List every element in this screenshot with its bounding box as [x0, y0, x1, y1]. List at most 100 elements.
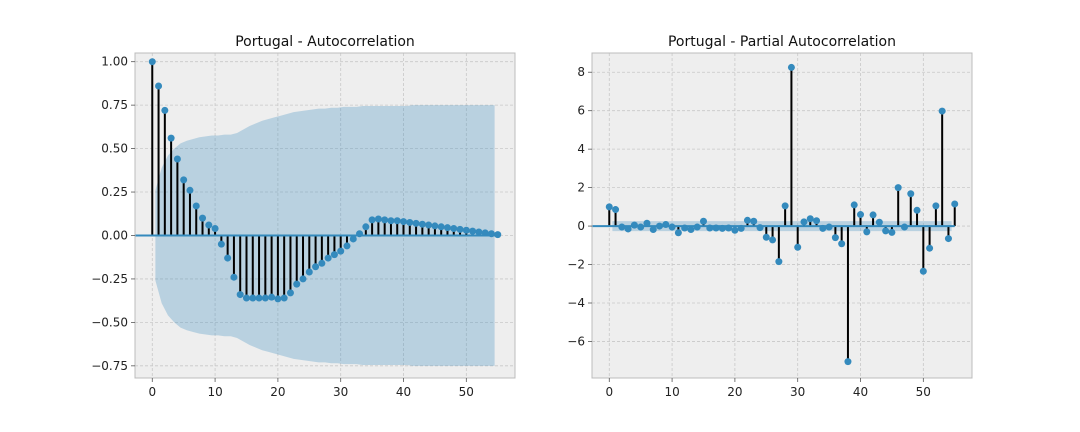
acf-point-lag-2	[161, 106, 169, 114]
pacf-point-lag-39	[850, 201, 858, 209]
acf-point-lag-20	[274, 295, 282, 303]
acf-point-lag-5	[180, 176, 188, 184]
acf-point-lag-14	[236, 291, 244, 299]
pacf-y-tick-label: 8	[577, 65, 585, 79]
pacf-point-lag-43	[875, 218, 883, 226]
pacf-x-tick-label: 40	[853, 385, 868, 399]
pacf-point-lag-8	[656, 222, 664, 230]
acf-point-lag-19	[268, 293, 276, 301]
acf-x-tick-label: 50	[459, 385, 474, 399]
pacf-point-lag-29	[787, 63, 795, 71]
pacf-point-lag-27	[775, 258, 783, 266]
acf-point-lag-4	[173, 155, 181, 163]
pacf-point-lag-34	[819, 224, 827, 232]
pacf-title: Portugal - Partial Autocorrelation	[668, 34, 896, 50]
acf-panel: Portugal - Autocorrelation 0 10 20 30 40 50 −0…	[91, 34, 516, 399]
pacf-point-lag-42	[869, 211, 877, 219]
acf-point-lag-6	[186, 186, 194, 194]
pacf-point-lag-20	[731, 226, 739, 234]
acf-point-lag-32	[349, 235, 357, 243]
acf-y-tick-label: 0.75	[101, 98, 128, 112]
acf-point-lag-52	[475, 228, 483, 236]
acf-y-tick-label: 0.50	[101, 142, 128, 156]
pacf-panel: Portugal - Partial Autocorrelation 0 10 20…	[567, 34, 973, 399]
acf-y-tick-label: 0.25	[101, 185, 128, 199]
pacf-point-lag-31	[800, 218, 808, 226]
pacf-point-lag-38	[844, 358, 852, 366]
pacf-x-tick-label: 0	[605, 385, 613, 399]
pacf-point-lag-28	[781, 202, 789, 210]
pacf-point-lag-37	[838, 240, 846, 248]
pacf-point-lag-55	[951, 200, 959, 208]
acf-point-lag-9	[205, 221, 213, 229]
pacf-point-lag-14	[693, 223, 701, 231]
pacf-y-tick-label: 2	[577, 181, 585, 195]
acf-point-lag-0	[148, 58, 156, 66]
acf-point-lag-40	[400, 218, 408, 226]
acf-title: Portugal - Autocorrelation	[235, 34, 415, 50]
acf-point-lag-11	[217, 240, 225, 248]
acf-point-lag-26	[312, 263, 320, 271]
pacf-point-lag-19	[725, 224, 733, 232]
acf-point-lag-46	[437, 223, 445, 231]
pacf-y-tick-label: −6	[567, 334, 585, 348]
pacf-point-lag-47	[900, 223, 908, 231]
pacf-point-lag-35	[825, 223, 833, 231]
acf-point-lag-43	[418, 220, 426, 228]
acf-plot-area	[135, 53, 515, 378]
acf-point-lag-36	[374, 215, 382, 223]
acf-point-lag-50	[462, 226, 470, 234]
acf-point-lag-29	[330, 251, 338, 259]
acf-y-tick-label: −0.75	[91, 359, 128, 373]
pacf-point-lag-21	[737, 224, 745, 232]
acf-point-lag-15	[242, 294, 250, 302]
pacf-point-lag-11	[674, 229, 682, 237]
pacf-point-lag-22	[743, 216, 751, 224]
pacf-point-lag-51	[926, 244, 934, 252]
pacf-point-lag-54	[944, 235, 952, 243]
pacf-point-lag-1	[612, 206, 620, 214]
acf-y-tick-label: 0.00	[101, 228, 128, 242]
acf-point-lag-8	[199, 214, 207, 222]
acf-point-lag-30	[337, 247, 345, 255]
pacf-point-lag-24	[756, 224, 764, 232]
pacf-x-tick-label: 50	[916, 385, 931, 399]
pacf-point-lag-0	[605, 203, 613, 211]
acf-point-lag-35	[368, 216, 376, 224]
pacf-plot-area	[592, 53, 972, 378]
pacf-point-lag-52	[932, 202, 940, 210]
pacf-point-lag-36	[831, 234, 839, 242]
acf-point-lag-45	[431, 222, 439, 230]
pacf-y-tick-label: 6	[577, 104, 585, 118]
pacf-point-lag-16	[706, 224, 714, 232]
acf-point-lag-22	[286, 289, 294, 297]
pacf-point-lag-49	[913, 206, 921, 214]
pacf-point-lag-7	[649, 226, 657, 234]
acf-point-lag-42	[412, 219, 420, 227]
acf-point-lag-54	[487, 230, 495, 238]
pacf-point-lag-45	[888, 228, 896, 236]
acf-point-lag-55	[494, 231, 502, 239]
acf-point-lag-41	[406, 218, 414, 226]
acf-x-tick-label: 30	[333, 385, 348, 399]
pacf-point-lag-5	[637, 223, 645, 231]
acf-point-lag-23	[293, 280, 301, 288]
acf-point-lag-16	[249, 294, 257, 302]
acf-point-lag-31	[343, 242, 351, 250]
acf-point-lag-10	[211, 225, 219, 233]
acf-point-lag-7	[192, 202, 200, 210]
pacf-point-lag-48	[907, 190, 915, 198]
acf-y-tick-label: 1.00	[101, 55, 128, 69]
acf-axes-frame	[134, 52, 516, 379]
pacf-point-lag-6	[643, 219, 651, 227]
pacf-point-lag-46	[894, 184, 902, 192]
acf-point-lag-47	[443, 224, 451, 232]
pacf-point-lag-41	[863, 228, 871, 236]
acf-point-lag-25	[305, 268, 313, 276]
pacf-point-lag-2	[618, 223, 626, 231]
acf-point-lag-1	[155, 82, 163, 90]
acf-point-lag-38	[387, 217, 395, 225]
pacf-axes-frame	[591, 52, 973, 379]
pacf-point-lag-50	[919, 267, 927, 275]
acf-point-lag-12	[224, 254, 232, 262]
